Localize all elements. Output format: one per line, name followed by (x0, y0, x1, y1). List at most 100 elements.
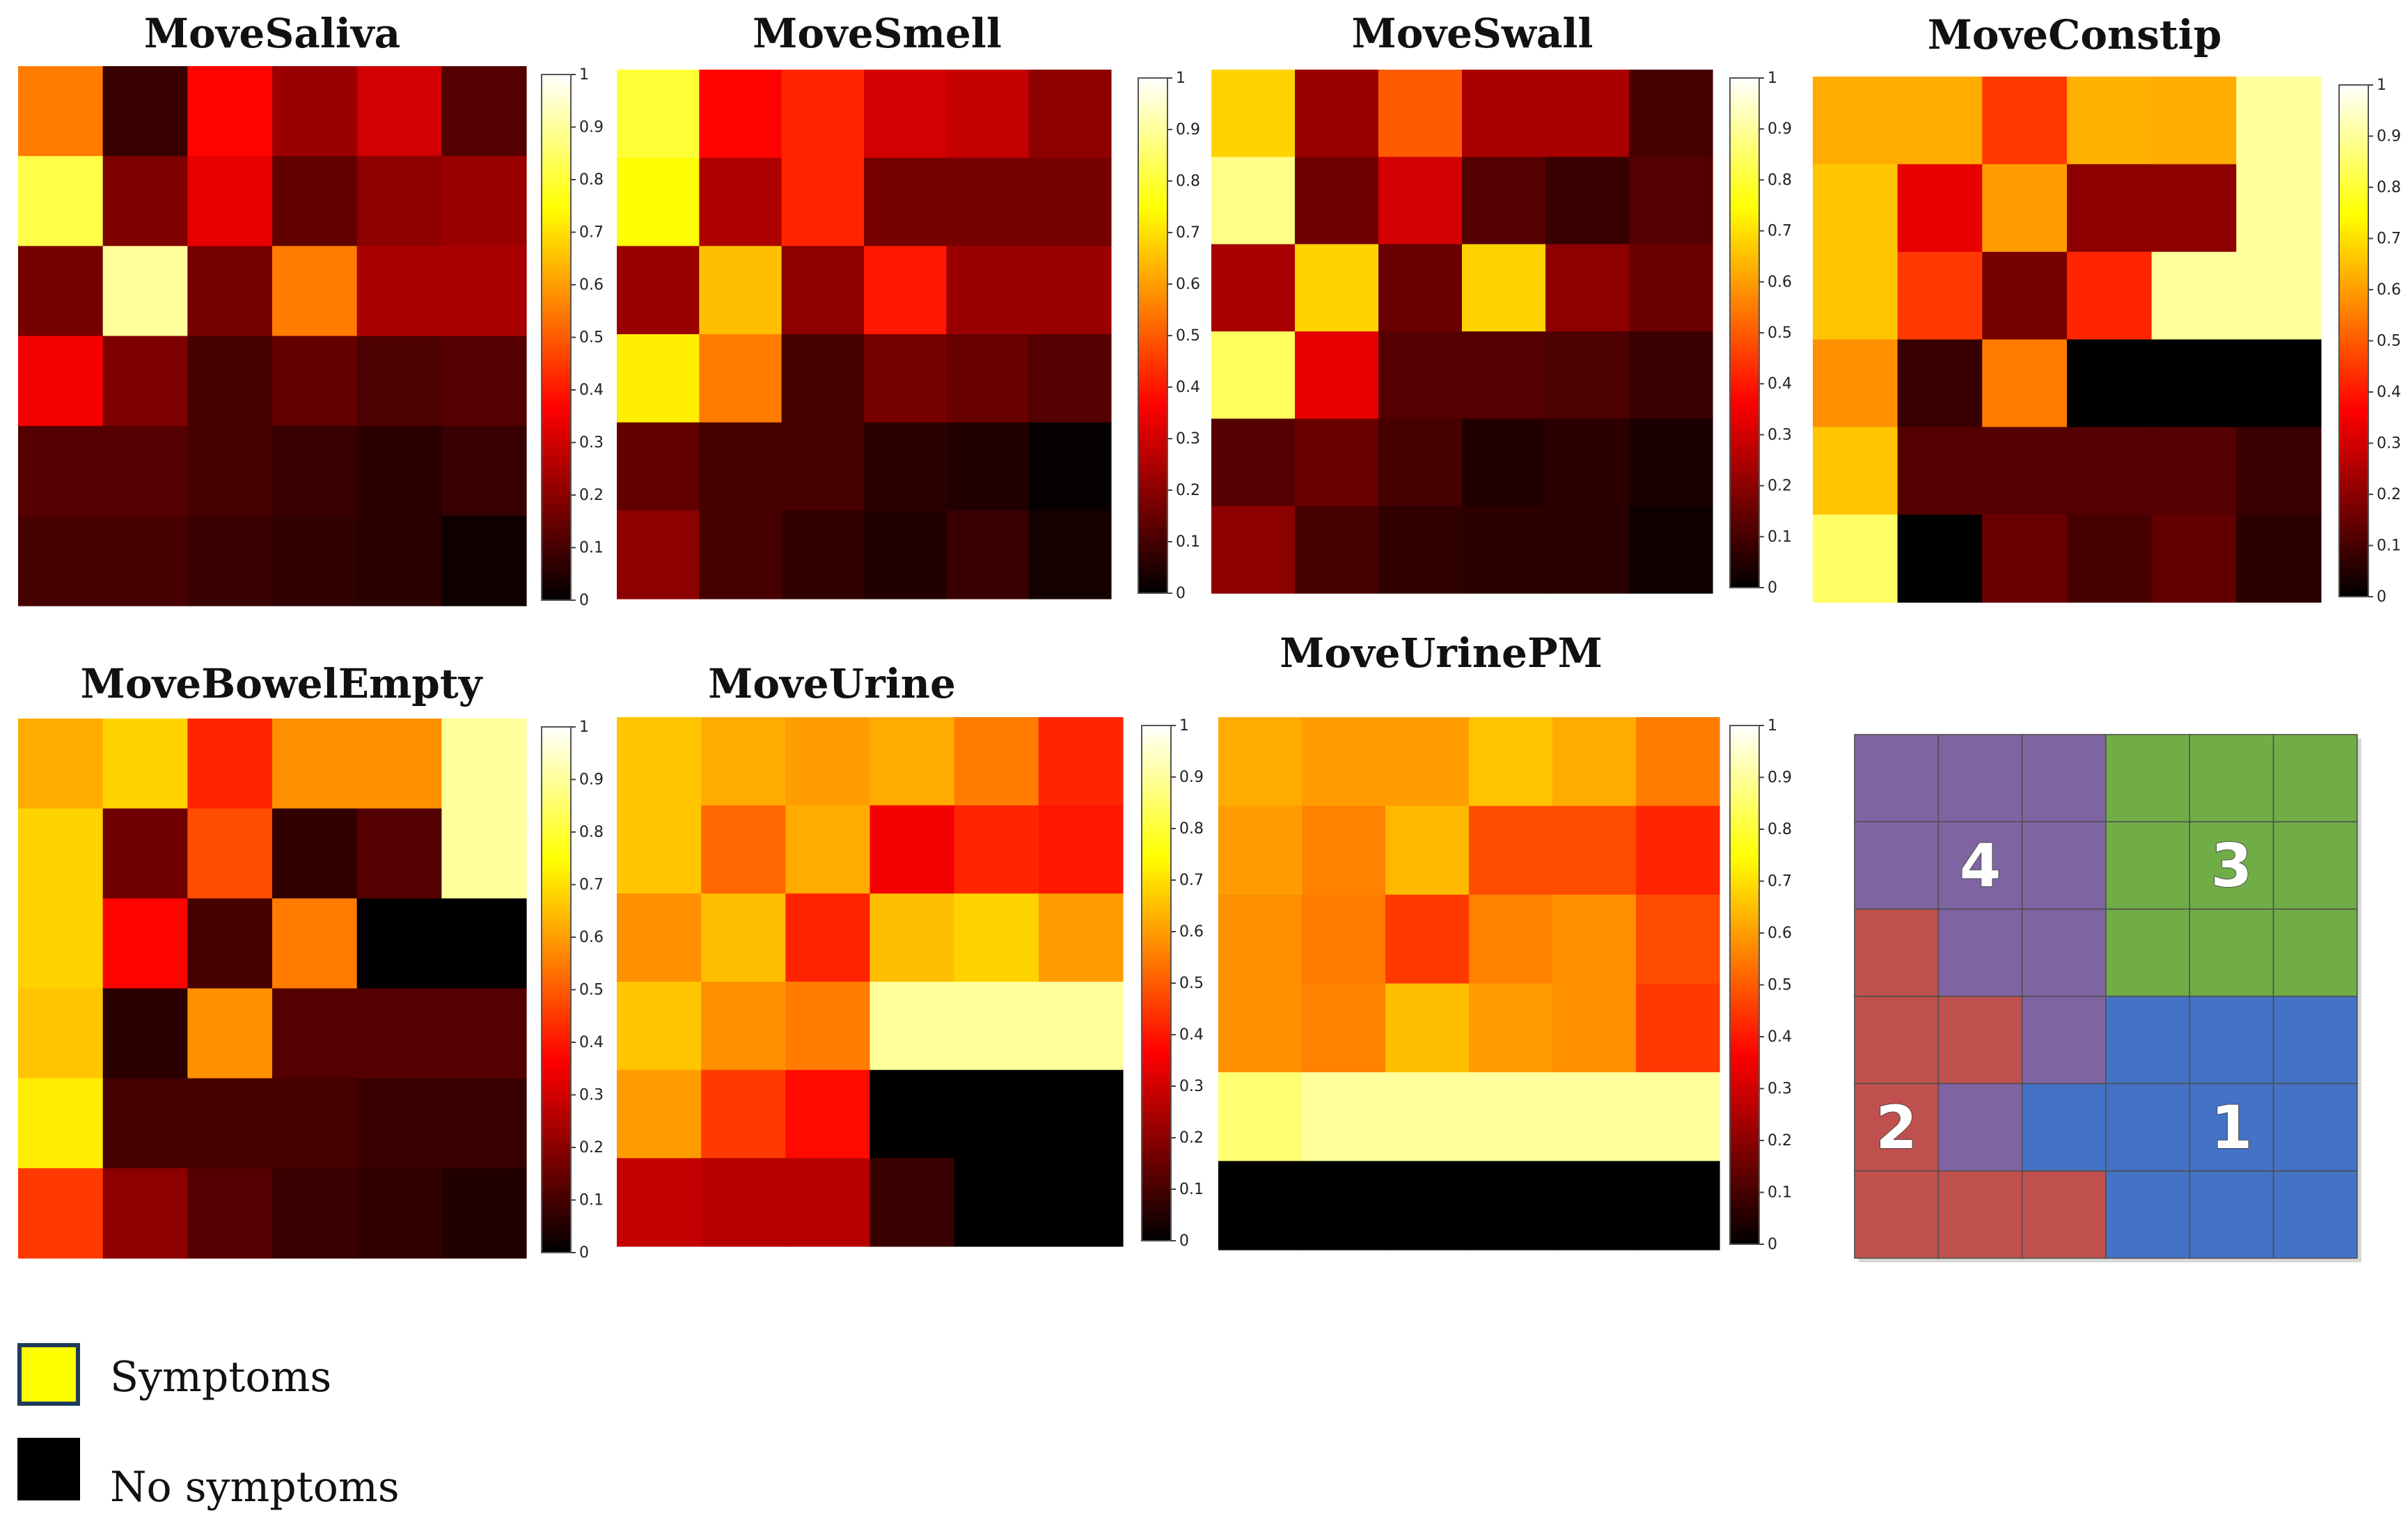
heatmap-cell (954, 805, 1039, 894)
heatmap-cell (1545, 157, 1630, 245)
heatmap-cell (946, 246, 1030, 335)
heatmap-cell (272, 515, 358, 606)
colorbar-tick-label: 0.6 (1768, 925, 1792, 942)
heatmap-cell (356, 66, 442, 157)
heatmap-cell (617, 70, 700, 159)
heatmap-cell (441, 898, 527, 989)
heatmap-panel: MoveUrine 0 0.1 0.2 0.3 0.4 0.5 0.6 0.7 0.8 0.9 1 (617, 660, 1204, 1250)
heatmap-cell (2236, 339, 2322, 428)
region-cell (2272, 908, 2358, 997)
heatmap-cell (1897, 339, 1983, 428)
heatmap-cell (187, 1168, 273, 1259)
colorbar-tick-label: 0.3 (1768, 426, 1792, 444)
heatmap-cell (2067, 515, 2153, 603)
heatmap-cell (441, 66, 527, 157)
heatmap-cell (701, 717, 786, 806)
heatmap-cell (617, 246, 700, 335)
colorbar-tick-label: 0.2 (1179, 1129, 1204, 1147)
region-cell (1854, 821, 1939, 910)
heatmap-cell (356, 156, 442, 246)
heatmap-cell (785, 1158, 871, 1247)
colorbar-tick-label: 0.3 (2377, 435, 2401, 453)
heatmap-cell (1813, 251, 1898, 340)
heatmap-cell (869, 1158, 955, 1247)
heatmap-cell (2067, 77, 2153, 165)
colorbar-tick-label: 0 (1768, 579, 1777, 597)
heatmap-cell (441, 1078, 527, 1169)
heatmap-cell (272, 66, 358, 157)
heatmap-cell (102, 425, 188, 517)
heatmap-cell (102, 336, 188, 427)
heatmap-cell (617, 1158, 702, 1247)
heatmap-cell (1038, 893, 1124, 982)
colorbar (2338, 84, 2369, 597)
heatmap-cell (1378, 505, 1463, 594)
heatmap-cell (1028, 157, 1112, 246)
heatmap-panel: MoveConstip 0 0.1 0.2 0.3 0.4 0.5 0.6 0.7 0.8 0.9 1 (1813, 11, 2401, 606)
heatmap-cell (272, 719, 358, 809)
heatmap-cell (272, 336, 358, 427)
heatmap-cell (617, 334, 700, 423)
heatmap-cell (2151, 339, 2237, 428)
heatmap-cell (699, 246, 782, 335)
heatmap-cell (356, 988, 442, 1079)
heatmap-cell (701, 1069, 786, 1159)
region-cell (1937, 734, 2023, 823)
region-cell (2105, 1170, 2191, 1259)
region-cell (1854, 734, 1939, 823)
colorbar-tick-label: 0.2 (2377, 486, 2401, 503)
panel-title: MoveBowelEmpty (81, 660, 484, 707)
colorbar-tick-label: 0.6 (2377, 281, 2401, 299)
heatmap-cell (187, 988, 273, 1079)
heatmap-cell (617, 717, 702, 806)
heatmap-cell (1469, 983, 1553, 1073)
colorbar-tick-label: 0.7 (1179, 872, 1204, 889)
heatmap-cell (1469, 1072, 1553, 1162)
colorbar-tick-label: 0.2 (1176, 482, 1200, 499)
colorbar-tick-label: 0.8 (579, 824, 604, 841)
heatmap-cell (2151, 251, 2237, 340)
heatmap-cell (356, 246, 442, 337)
heatmap-cell (1462, 70, 1546, 157)
heatmap-cell (356, 898, 442, 989)
heatmap-cell (946, 422, 1030, 511)
colorbar-tick-label: 0.5 (1176, 327, 1200, 345)
colorbar-tick-label: 0.9 (1768, 120, 1792, 138)
region-cell (1854, 908, 1939, 997)
colorbar-tick-label: 1 (1768, 717, 1777, 735)
heatmap-panel: MoveSaliva 0 0.1 0.2 0.3 0.4 0.5 0.6 0.7 0.8 0.9 1 (18, 10, 604, 609)
heatmap-cell (187, 66, 273, 157)
heatmap-cell (1545, 418, 1630, 507)
heatmap-cell (864, 422, 947, 511)
heatmap-cell (441, 1168, 527, 1259)
colorbar (1141, 725, 1172, 1241)
heatmap-cell (617, 510, 700, 599)
heatmap-cell (18, 246, 104, 337)
heatmap-cell (617, 1069, 702, 1159)
colorbar-tick-label: 1 (2377, 77, 2386, 94)
heatmap-cell (1545, 505, 1630, 594)
colorbar (541, 726, 572, 1253)
heatmap-cell (1218, 983, 1303, 1073)
colorbar-tick-label: 0.1 (1179, 1181, 1204, 1198)
heatmap-cell (1218, 895, 1303, 985)
heatmap-cell (1629, 157, 1713, 245)
heatmap-cell (18, 719, 104, 809)
colorbar-tick-label: 0.9 (1768, 769, 1792, 787)
colorbar-tick-label: 0.4 (1179, 1026, 1204, 1044)
heatmap-cell (441, 156, 527, 246)
heatmap-cell (1552, 895, 1637, 985)
colorbar-tick-label: 0.3 (1176, 430, 1200, 448)
heatmap-cell (1813, 339, 1898, 428)
region-cell (2021, 908, 2107, 997)
heatmap-cell (1385, 895, 1470, 985)
heatmap-cell (1378, 418, 1463, 507)
legend-swatch (17, 1438, 80, 1500)
colorbar-tick-label: 0.9 (1179, 769, 1204, 786)
heatmap-cell (954, 1158, 1039, 1247)
region-label: 3 (2211, 831, 2253, 901)
heatmap-cell (1552, 1072, 1637, 1162)
heatmap-cell (1038, 717, 1124, 806)
colorbar-tick-label: 0.1 (1768, 528, 1792, 546)
